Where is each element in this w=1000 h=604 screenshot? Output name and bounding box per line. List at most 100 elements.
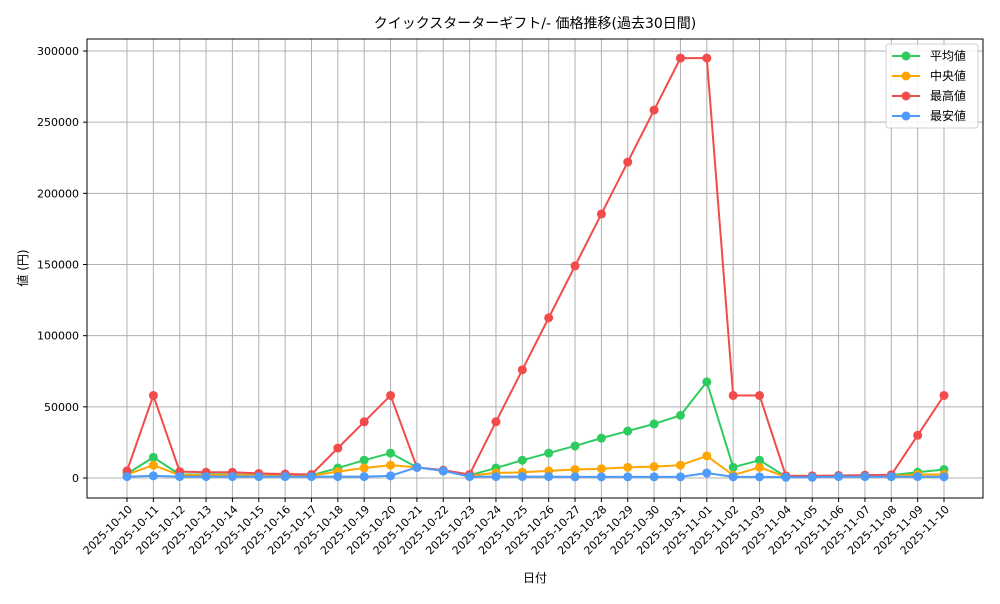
x-axis: 2025-10-102025-10-112025-10-122025-10-13… [81, 498, 952, 557]
data-point [596, 433, 606, 443]
legend-label: 最高値 [930, 88, 966, 103]
data-point [675, 460, 685, 470]
series-平均値 [122, 377, 949, 482]
data-point [254, 472, 264, 482]
data-point [781, 472, 791, 482]
data-point [675, 53, 685, 63]
grid-lines [87, 39, 983, 498]
data-point [570, 261, 580, 271]
data-point [939, 472, 949, 482]
data-point [702, 377, 712, 387]
plot-frame [86, 38, 984, 499]
y-tick-label: 50000 [44, 401, 79, 414]
legend-item: 最安値 [892, 108, 966, 123]
data-point [623, 157, 633, 167]
y-tick-label: 0 [72, 472, 79, 485]
legend-item: 平均値 [892, 48, 966, 63]
data-point [148, 460, 158, 470]
chart-title: クイックスターターギフト/- 価格推移(過去30日間) [374, 16, 697, 32]
legend-marker-icon [901, 91, 911, 101]
data-point [333, 472, 343, 482]
y-tick-label: 200000 [37, 187, 79, 200]
legend-marker-icon [901, 51, 911, 61]
data-point [675, 472, 685, 482]
data-point [649, 105, 659, 115]
data-point [702, 451, 712, 461]
y-tick-label: 250000 [37, 116, 79, 129]
data-point [939, 390, 949, 400]
data-point [834, 472, 844, 482]
legend-marker-icon [901, 71, 911, 81]
legend-label: 中央値 [930, 68, 966, 83]
legend-label: 最安値 [930, 108, 966, 123]
data-point [728, 462, 738, 472]
data-point [359, 472, 369, 482]
data-point [675, 410, 685, 420]
legend-marker-icon [901, 111, 911, 121]
data-point [306, 472, 316, 482]
data-point [728, 472, 738, 482]
data-point [860, 472, 870, 482]
data-point [623, 426, 633, 436]
legend-item: 中央値 [892, 68, 966, 83]
data-point [148, 390, 158, 400]
data-point [386, 390, 396, 400]
legend-label: 平均値 [930, 48, 966, 63]
data-point [623, 462, 633, 472]
data-point [623, 472, 633, 482]
data-point [517, 455, 527, 465]
y-axis-label: 値 (円) [15, 249, 30, 286]
data-point [649, 419, 659, 429]
data-point [227, 472, 237, 482]
data-point [913, 472, 923, 482]
data-point [386, 448, 396, 458]
data-point [517, 365, 527, 375]
data-point [438, 466, 448, 476]
data-point [728, 390, 738, 400]
data-point [386, 460, 396, 470]
data-point [544, 472, 554, 482]
data-point [755, 390, 765, 400]
data-point [491, 417, 501, 427]
series-最安値 [122, 462, 949, 482]
series-line [126, 57, 945, 477]
data-point [570, 464, 580, 474]
data-point [386, 471, 396, 481]
data-point [596, 209, 606, 219]
data-series [122, 53, 949, 482]
data-point [491, 472, 501, 482]
data-point [359, 463, 369, 473]
y-tick-label: 300000 [37, 45, 79, 58]
x-axis-label: 日付 [523, 571, 547, 585]
data-point [517, 472, 527, 482]
series-line [126, 379, 945, 478]
data-point [596, 464, 606, 474]
data-point [596, 472, 606, 482]
data-point [807, 472, 817, 482]
data-point [649, 462, 659, 472]
data-point [544, 448, 554, 458]
data-point [702, 468, 712, 478]
data-point [570, 472, 580, 482]
data-point [412, 462, 422, 472]
data-point [570, 441, 580, 451]
data-point [201, 472, 211, 482]
y-tick-label: 150000 [37, 259, 79, 272]
data-point [148, 471, 158, 481]
data-point [465, 472, 475, 482]
data-point [755, 455, 765, 465]
data-point [122, 472, 132, 482]
data-point [175, 472, 185, 482]
data-point [359, 417, 369, 427]
data-point [755, 462, 765, 472]
data-point [280, 472, 290, 482]
data-point [913, 430, 923, 440]
data-point [755, 472, 765, 482]
legend-box [885, 43, 979, 129]
data-point [702, 53, 712, 63]
data-point [333, 443, 343, 453]
data-point [544, 313, 554, 323]
data-point [148, 452, 158, 462]
